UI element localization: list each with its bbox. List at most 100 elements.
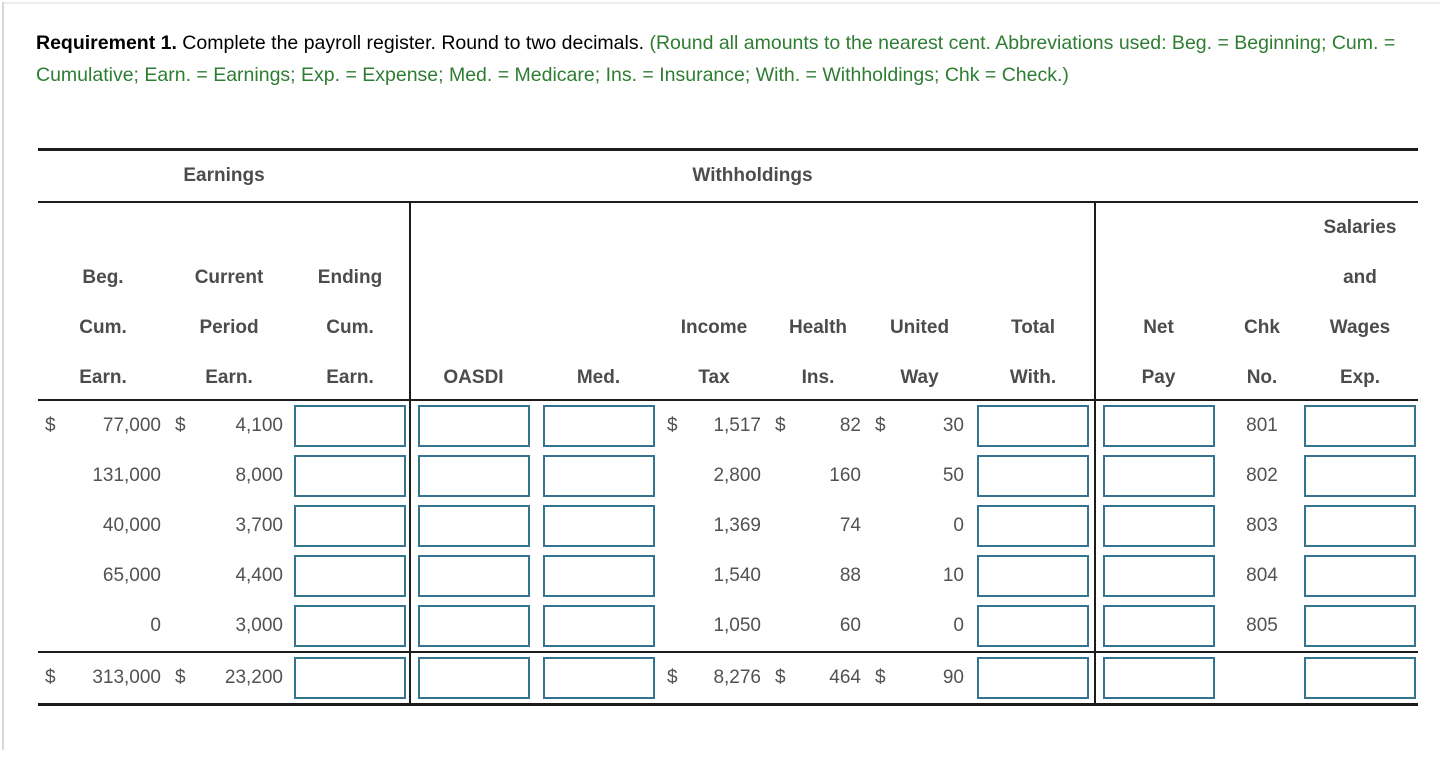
requirement-title: Requirement 1. [36,32,177,54]
row3-oasdi-input[interactable] [417,505,530,547]
row3-med-input[interactable] [542,505,655,547]
united-way-value: 0 [953,615,964,636]
col-header-current-period-earn: Current Period Earn. [194,267,264,388]
instructions-note: (Round all amounts to the nearest cent. … [36,32,1396,86]
row1-net-pay-input[interactable] [1102,405,1215,447]
chk-no-value: 801 [1246,415,1278,436]
beg-cum-earn-value: 0 [150,615,161,636]
row2-med-input[interactable] [542,455,655,497]
row4-oasdi-input[interactable] [417,555,530,597]
income-tax-value: 2,800 [713,465,761,486]
chk-no-value: 802 [1246,465,1278,486]
group-header-earnings: Earnings [183,165,265,186]
payroll-register-table: Earnings Withholdings Beg. Cum. Earn. Cu… [38,148,1418,706]
income-tax-value: 1,369 [713,515,761,536]
total-oasdi-input[interactable] [417,657,530,699]
beg-cum-earn-value: $77,000 [45,415,161,436]
col-header-total-with: Total With. [1009,317,1057,388]
row5-total-with-input[interactable] [977,605,1089,647]
table-row: 40,000 3,700 1,369 74 0 803 [38,501,1418,551]
row4-med-input[interactable] [542,555,655,597]
total-health-ins-value: $464 [775,667,861,688]
beg-cum-earn-value: 65,000 [102,565,161,586]
chk-no-value: 804 [1246,565,1278,586]
income-tax-value: $1,517 [667,415,761,436]
col-header-net-pay: Net Pay [1141,317,1176,388]
row4-total-with-input[interactable] [977,555,1089,597]
total-beg-cum-earn-value: $313,000 [45,667,161,688]
col-header-salaries-wages-exp: Salaries and Wages Exp. [1323,217,1397,388]
row5-net-pay-input[interactable] [1102,605,1215,647]
health-ins-value: 74 [839,515,861,536]
health-ins-value: $82 [775,415,861,436]
beg-cum-earn-value: 131,000 [92,465,161,486]
total-salaries-wages-exp-input[interactable] [1304,657,1416,699]
group-header-row: Earnings Withholdings [38,151,1418,203]
united-way-value: 10 [942,565,964,586]
health-ins-value: 60 [839,615,861,636]
row3-net-pay-input[interactable] [1102,505,1215,547]
total-med-input[interactable] [542,657,655,699]
total-net-pay-input[interactable] [1102,657,1215,699]
panel-top-border [2,2,1440,4]
row4-net-pay-input[interactable] [1102,555,1215,597]
row4-ending-cum-earn-input[interactable] [294,555,406,597]
row1-total-with-input[interactable] [977,405,1089,447]
health-ins-value: 88 [839,565,861,586]
current-period-earn-value: $4,100 [175,415,283,436]
earnings-withholdings-divider [409,203,411,706]
row1-salaries-wages-exp-input[interactable] [1304,405,1416,447]
col-header-united-way: United Way [889,317,950,388]
current-period-earn-value: 8,000 [235,465,283,486]
row2-ending-cum-earn-input[interactable] [294,455,406,497]
group-header-blank [1095,151,1418,201]
health-ins-value: 160 [829,465,861,486]
current-period-earn-value: 3,700 [235,515,283,536]
total-chk-no-blank [1222,653,1302,703]
row3-total-with-input[interactable] [977,505,1089,547]
withholdings-netpay-divider [1094,203,1096,706]
row1-oasdi-input[interactable] [417,405,530,447]
col-header-ending-cum-earn: Ending Cum. Earn. [317,267,383,388]
col-header-income-tax: Income Tax [680,317,748,388]
totals-row: $313,000 $23,200 $8,276 $464 $90 [38,651,1418,706]
row2-net-pay-input[interactable] [1102,455,1215,497]
table-row: $77,000 $4,100 $1,517 $82 $30 801 [38,401,1418,451]
row1-ending-cum-earn-input[interactable] [294,405,406,447]
total-ending-cum-earn-input[interactable] [294,657,406,699]
chk-no-value: 805 [1246,615,1278,636]
total-total-with-input[interactable] [977,657,1089,699]
total-income-tax-value: $8,276 [667,667,761,688]
united-way-value: 0 [953,515,964,536]
row4-salaries-wages-exp-input[interactable] [1304,555,1416,597]
total-united-way-value: $90 [875,667,964,688]
table-row: 0 3,000 1,050 60 0 805 [38,601,1418,651]
table-row: 65,000 4,400 1,540 88 10 804 [38,551,1418,601]
row3-salaries-wages-exp-input[interactable] [1304,505,1416,547]
col-header-chk-no: Chk No. [1244,317,1280,388]
column-header-row: Beg. Cum. Earn. Current Period Earn. End… [38,203,1418,401]
col-header-med: Med. [576,367,621,388]
total-current-period-earn-value: $23,200 [175,667,283,688]
row2-total-with-input[interactable] [977,455,1089,497]
income-tax-value: 1,540 [713,565,761,586]
panel-left-border [2,2,4,750]
beg-cum-earn-value: 40,000 [102,515,161,536]
group-header-withholdings: Withholdings [692,165,813,186]
chk-no-value: 803 [1246,515,1278,536]
instructions: Requirement 1. Complete the payroll regi… [36,27,1418,91]
row2-oasdi-input[interactable] [417,455,530,497]
current-period-earn-value: 4,400 [235,565,283,586]
row1-med-input[interactable] [542,405,655,447]
united-way-value: 50 [942,465,964,486]
row5-salaries-wages-exp-input[interactable] [1304,605,1416,647]
income-tax-value: 1,050 [713,615,761,636]
row2-salaries-wages-exp-input[interactable] [1304,455,1416,497]
row5-med-input[interactable] [542,605,655,647]
row5-oasdi-input[interactable] [417,605,530,647]
row3-ending-cum-earn-input[interactable] [294,505,406,547]
current-period-earn-value: 3,000 [235,615,283,636]
col-header-health-ins: Health Ins. [788,317,848,388]
row5-ending-cum-earn-input[interactable] [294,605,406,647]
col-header-oasdi: OASDI [443,367,504,388]
